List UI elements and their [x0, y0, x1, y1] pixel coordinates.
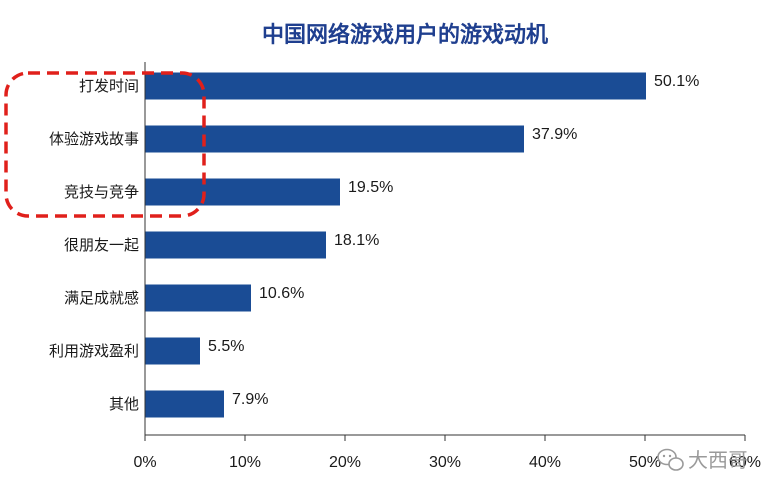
value-label: 7.9% — [232, 391, 268, 408]
x-tick-label: 50% — [629, 454, 661, 471]
x-tick-label: 10% — [229, 454, 261, 471]
highlight-layer — [4, 71, 206, 218]
value-label: 50.1% — [654, 73, 699, 90]
category-label: 其他 — [109, 395, 139, 413]
bar — [145, 284, 251, 312]
value-label: 10.6% — [259, 285, 304, 302]
bar — [145, 72, 646, 100]
x-tick-label: 0% — [133, 454, 156, 471]
bar — [145, 390, 224, 418]
x-tick-label: 20% — [329, 454, 361, 471]
bar — [145, 178, 340, 206]
value-label: 37.9% — [532, 126, 577, 143]
bar — [145, 231, 326, 259]
watermark-text: 大西哥 — [688, 448, 748, 472]
category-label: 利用游戏盈利 — [49, 342, 139, 360]
wechat-icon — [657, 448, 684, 471]
x-tick-label: 60% — [729, 454, 761, 471]
axis-layer: 0% 10% 20% 30% 40% 50% 60% — [133, 62, 761, 471]
category-label: 打发时间 — [79, 77, 139, 95]
bar — [145, 125, 524, 153]
x-tick-label: 30% — [429, 454, 461, 471]
watermark: 大西哥 — [657, 448, 748, 472]
bars-layer: 打发时间 50.1% 体验游戏故事 37.9% 竞技与竞争 19.5% 很朋友一起 18.1%… — [49, 72, 699, 418]
bar — [145, 337, 200, 365]
value-label: 18.1% — [334, 232, 379, 249]
value-label: 5.5% — [208, 338, 244, 355]
category-label: 竞技与竞争 — [64, 183, 139, 201]
category-label: 满足成就感 — [64, 289, 139, 307]
category-label: 很朋友一起 — [64, 236, 139, 254]
chart-title: 中国网络游戏用户的游戏动机 — [262, 22, 548, 48]
category-label: 体验游戏故事 — [49, 130, 139, 148]
value-label: 19.5% — [348, 179, 393, 196]
highlight-box — [4, 71, 206, 218]
x-tick-label: 40% — [529, 454, 561, 471]
